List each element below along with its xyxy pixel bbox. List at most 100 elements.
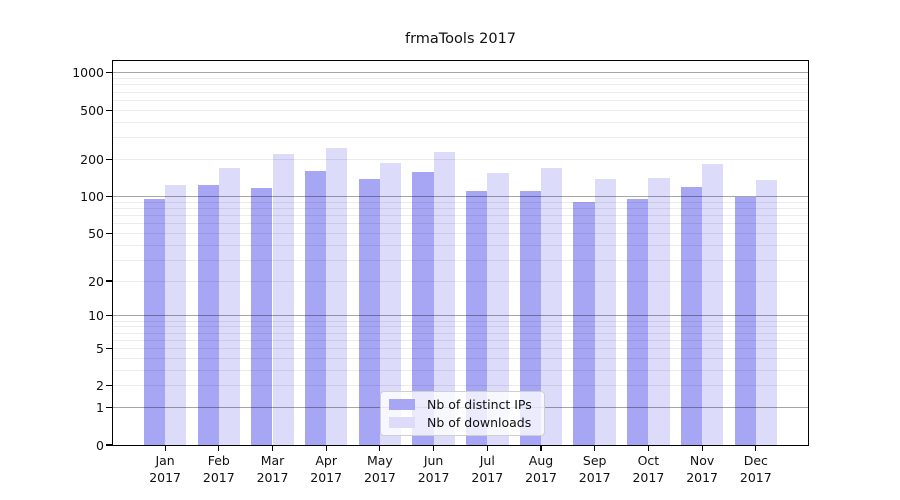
x-tick-label: Mar 2017: [245, 453, 301, 486]
legend-item-distinct-ips: Nb of distinct IPs: [389, 397, 536, 412]
legend-label-distinct-ips: Nb of distinct IPs: [427, 396, 532, 412]
month-label: May: [366, 453, 393, 468]
y-tick-label: 200: [80, 151, 104, 167]
bar-downloads: [487, 173, 509, 445]
x-tick-label: Jul 2017: [459, 453, 515, 486]
month-label: Jul: [479, 453, 495, 468]
y-tick-label: 100: [80, 189, 104, 204]
bar-distinct-ips: [304, 170, 327, 445]
month-label: Mar: [260, 453, 285, 468]
y-tick-label: 0: [96, 437, 104, 453]
chart-title: frmaTools 2017: [404, 31, 517, 47]
month-label: Aug: [528, 453, 554, 468]
y-tick-mark: [106, 444, 113, 446]
bar-downloads: [541, 167, 563, 445]
x-tick-label: Nov 2017: [674, 453, 730, 486]
y-tick-label: 5: [96, 341, 104, 356]
year-label: 2017: [363, 469, 396, 485]
bar-distinct-ips: [680, 187, 703, 445]
y-tick-mark: [106, 385, 113, 387]
y-tick-mark: [106, 232, 113, 234]
bar-distinct-ips: [573, 202, 595, 445]
y-tick-label: 1: [96, 400, 104, 416]
year-label: 2017: [310, 469, 343, 485]
x-tick-label: Oct 2017: [620, 453, 676, 486]
y-tick-label: 20: [88, 273, 104, 289]
month-label: Nov: [689, 453, 715, 468]
x-tick-label: Dec 2017: [728, 453, 784, 486]
legend-label-downloads: Nb of downloads: [427, 415, 532, 431]
y-tick-mark: [106, 347, 113, 350]
y-tick-mark: [106, 158, 113, 160]
year-label: 2017: [202, 469, 235, 485]
y-tick-mark: [106, 109, 113, 111]
month-label: Jan: [155, 453, 175, 468]
bar-downloads: [272, 154, 294, 445]
x-tick-mark: [594, 446, 596, 451]
bar-distinct-ips: [358, 179, 380, 445]
year-label: 2017: [417, 469, 450, 485]
legend: Nb of distinct IPs Nb of downloads: [380, 391, 545, 436]
bar-downloads: [326, 148, 348, 445]
y-tick-mark: [106, 72, 113, 74]
y-tick-mark: [106, 280, 113, 282]
x-tick-label: Jun 2017: [406, 453, 462, 486]
y-tick-label: 500: [80, 102, 104, 118]
x-tick-mark: [164, 446, 166, 451]
bar-downloads: [379, 163, 402, 445]
x-tick-mark: [755, 446, 757, 451]
year-label: 2017: [525, 469, 557, 485]
year-label: 2017: [149, 469, 181, 485]
x-tick-mark: [540, 446, 542, 451]
x-tick-mark: [271, 446, 274, 451]
year-label: 2017: [471, 469, 504, 485]
bar-distinct-ips: [519, 191, 541, 445]
year-label: 2017: [578, 469, 611, 485]
bar-distinct-ips: [627, 199, 649, 445]
month-label: Oct: [637, 453, 660, 468]
bar-downloads: [165, 185, 187, 445]
legend-swatch-distinct-ips: [389, 398, 415, 410]
bar-downloads: [594, 178, 616, 445]
x-tick-mark: [701, 446, 703, 451]
x-tick-label: Aug 2017: [513, 453, 569, 486]
bar-distinct-ips: [412, 171, 434, 445]
x-tick-mark: [486, 446, 488, 451]
y-tick-label: 10: [88, 308, 104, 324]
y-tick-label: 2: [96, 378, 104, 394]
x-tick-mark: [379, 446, 381, 451]
bar-distinct-ips: [197, 185, 219, 445]
x-tick-mark: [433, 446, 435, 451]
x-tick-label: Apr 2017: [298, 453, 354, 486]
bar-distinct-ips: [251, 187, 273, 445]
y-tick-mark: [106, 315, 113, 317]
bar-downloads: [433, 152, 455, 445]
legend-swatch-downloads: [389, 417, 415, 429]
month-label: Jun: [423, 453, 444, 468]
year-label: 2017: [256, 469, 289, 485]
x-tick-mark: [325, 446, 327, 451]
month-label: Dec: [743, 453, 768, 468]
y-tick-mark: [106, 195, 113, 198]
x-tick-label: Feb 2017: [191, 453, 247, 486]
year-label: 2017: [686, 469, 718, 485]
bar-distinct-ips: [143, 199, 166, 445]
y-tick-label: 50: [88, 225, 104, 241]
y-tick-label: 1000: [72, 65, 104, 81]
bars-layer: [113, 61, 808, 445]
bar-downloads: [218, 167, 241, 445]
y-tick-mark: [106, 407, 113, 409]
x-tick-mark: [218, 446, 220, 451]
month-label: Feb: [207, 453, 230, 468]
x-tick-label: Sep 2017: [567, 453, 623, 486]
month-label: Sep: [582, 453, 607, 468]
legend-item-downloads: Nb of downloads: [389, 415, 536, 430]
bar-downloads: [648, 177, 670, 445]
month-label: Apr: [315, 453, 337, 468]
x-tick-mark: [647, 446, 649, 451]
plot-area: [112, 60, 809, 446]
year-label: 2017: [632, 469, 665, 485]
x-tick-label: Jan 2017: [137, 453, 193, 486]
bar-downloads: [755, 179, 778, 445]
